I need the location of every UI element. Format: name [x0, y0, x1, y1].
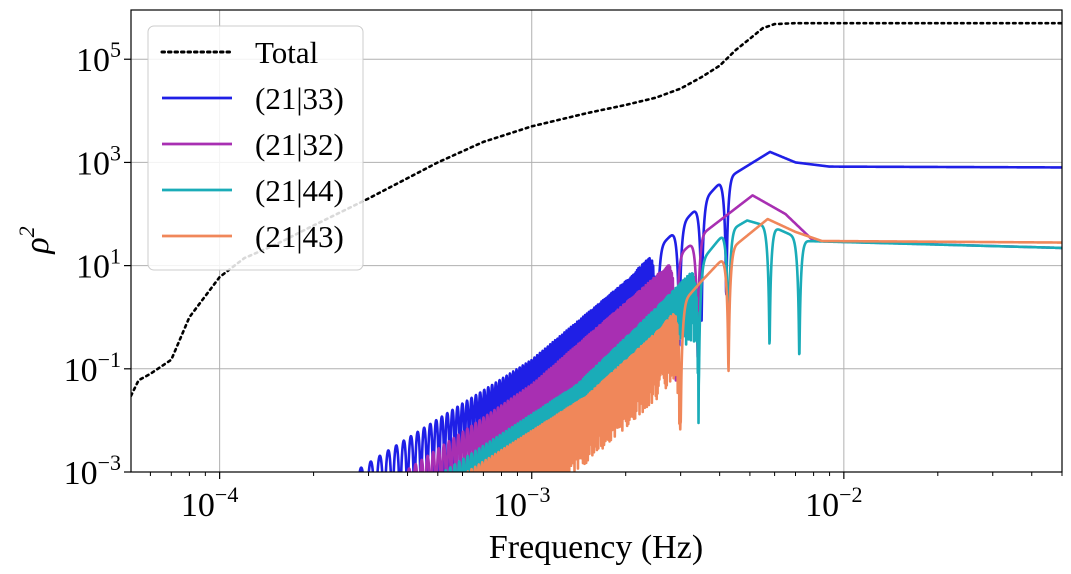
- y-axis-title: ρ2: [14, 226, 56, 254]
- minor-ticks: [149, 472, 1063, 476]
- x-tick-label: 10−4: [181, 482, 238, 524]
- series-layer: [131, 21, 1062, 472]
- legend-label: Total: [255, 35, 318, 70]
- legend-label: (21|33): [255, 81, 344, 116]
- y-tick-label: 105: [76, 37, 121, 79]
- series-line-total: [131, 21, 1062, 398]
- x-tick-label: 10−2: [805, 482, 862, 524]
- y-tick-label: 10−3: [64, 450, 121, 492]
- x-tick-label: 10−3: [493, 482, 550, 524]
- series-line-4: [466, 217, 1062, 472]
- y-tick-label: 101: [76, 244, 121, 286]
- legend-label: (21|43): [255, 219, 344, 254]
- legend-label: (21|44): [255, 173, 344, 208]
- x-tick-labels: 10−4 10−3 10−2: [181, 472, 863, 524]
- y-tick-label: 10−1: [64, 347, 121, 389]
- legend: Total (21|33) (21|32) (21|44) (21|43): [147, 25, 364, 271]
- series-line-1: [358, 150, 1062, 472]
- plot-frame: [130, 9, 1063, 473]
- x-axis-title: Frequency (Hz): [489, 529, 703, 566]
- y-axis-title-base: ρ: [19, 237, 56, 254]
- legend-label: (21|32): [255, 127, 344, 162]
- y-tick-labels: 10−3 10−1 101 103 105: [64, 37, 131, 492]
- legend-box: [147, 25, 364, 271]
- y-axis-title-exp: 2: [14, 226, 39, 237]
- y-tick-label: 103: [76, 140, 121, 182]
